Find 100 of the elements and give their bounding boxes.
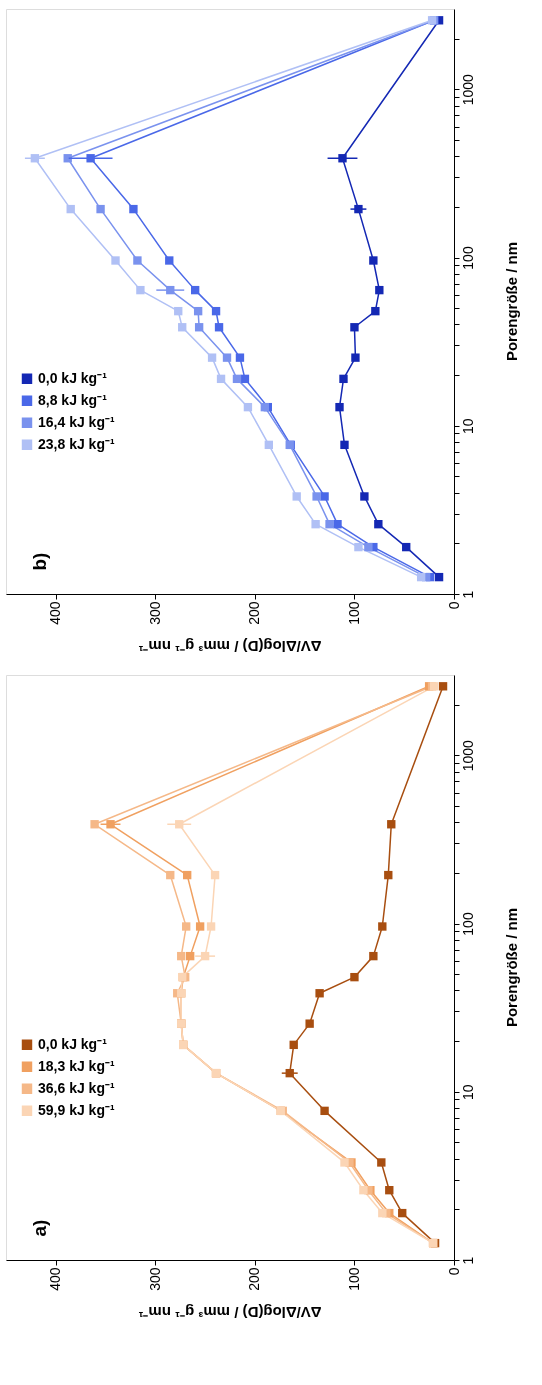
x-tick-label: 100 [345, 1267, 362, 1291]
point [106, 820, 115, 829]
point [193, 306, 203, 316]
point [182, 922, 191, 931]
x-axis-title: ΔV/Δlog(D) / mm³ g⁻¹ nm⁻¹ [138, 638, 322, 655]
point [207, 353, 217, 362]
point [292, 492, 301, 501]
point [335, 402, 344, 412]
point [90, 820, 99, 829]
point [183, 870, 192, 880]
point [338, 154, 347, 163]
point [111, 256, 120, 265]
point [136, 285, 145, 295]
point [232, 374, 242, 384]
point [375, 285, 384, 295]
point [351, 353, 360, 362]
point [312, 492, 321, 501]
y-axis-title: Porengröße / nm [503, 907, 520, 1028]
point [320, 1106, 329, 1116]
point [289, 1040, 298, 1050]
point [378, 1208, 387, 1218]
point [378, 922, 387, 931]
x-tick-label: 0 [445, 1267, 462, 1276]
point [305, 1019, 314, 1028]
point [165, 256, 174, 265]
point [359, 1186, 368, 1195]
point [369, 951, 378, 961]
x-tick-label: 300 [146, 1267, 163, 1291]
y-axis-title: Porengröße / nm [503, 241, 520, 362]
point [350, 972, 359, 982]
point [434, 572, 444, 582]
y-tick-label: 1000 [459, 739, 476, 772]
point [214, 323, 224, 332]
point [190, 285, 200, 295]
legend-label: 59,9 kJ kg⁻¹ [38, 1101, 115, 1118]
point [243, 402, 253, 412]
x-tick-label: 200 [246, 1267, 263, 1291]
point [325, 520, 334, 529]
point [339, 374, 348, 384]
point [369, 256, 378, 265]
point [387, 820, 396, 829]
point [210, 870, 220, 880]
point [340, 440, 349, 450]
annotation: b) [29, 552, 50, 571]
point [211, 306, 221, 316]
point [374, 520, 383, 529]
y-tick-label: 10 [459, 1084, 476, 1101]
legend-label: 18,3 kJ kg⁻¹ [38, 1057, 115, 1074]
point [384, 870, 393, 880]
point [166, 870, 175, 880]
point [416, 572, 426, 582]
x-tick-label: 400 [47, 1267, 64, 1291]
y-tick-label: 10 [459, 418, 476, 435]
point [222, 353, 232, 362]
point [133, 256, 142, 265]
point [371, 306, 380, 316]
point [333, 520, 342, 529]
point [240, 374, 250, 384]
legend-label: 0,0 kJ kg⁻¹ [38, 369, 108, 386]
legend-label: 36,6 kJ kg⁻¹ [38, 1079, 115, 1096]
point [360, 492, 369, 501]
point [178, 323, 187, 332]
point [402, 542, 411, 552]
point [206, 922, 216, 931]
point [129, 204, 138, 214]
point [354, 542, 363, 552]
point [96, 204, 105, 214]
point [315, 989, 324, 998]
point [350, 323, 359, 332]
point [185, 951, 195, 961]
point [216, 374, 226, 384]
point [398, 1208, 407, 1218]
point [385, 1186, 394, 1195]
y-tick-label: 1 [459, 590, 476, 599]
point [438, 682, 448, 691]
x-tick-label: 300 [146, 601, 163, 625]
point [235, 353, 245, 362]
point [66, 204, 75, 214]
legend-label: 8,8 kJ kg⁻¹ [38, 391, 108, 408]
x-axis-title: ΔV/Δlog(D) / mm³ g⁻¹ nm⁻¹ [138, 1304, 322, 1321]
point [177, 951, 186, 961]
legend-label: 16,4 kJ kg⁻¹ [38, 413, 115, 430]
point [364, 542, 373, 552]
point [377, 1158, 386, 1167]
x-tick-label: 0 [445, 601, 462, 610]
y-tick-label: 100 [459, 912, 476, 936]
legend-label: 23,8 kJ kg⁻¹ [38, 435, 115, 452]
point [311, 520, 320, 529]
point [194, 323, 204, 332]
point [86, 154, 95, 163]
point [195, 922, 205, 931]
point [340, 1158, 349, 1167]
y-tick-label: 1000 [459, 73, 476, 106]
point [320, 492, 329, 501]
legend-label: 0,0 kJ kg⁻¹ [38, 1035, 108, 1052]
annotation: a) [29, 1219, 50, 1237]
point [264, 440, 274, 450]
y-tick-label: 100 [459, 246, 476, 270]
x-tick-label: 100 [345, 601, 362, 625]
y-tick-label: 1 [459, 1256, 476, 1265]
